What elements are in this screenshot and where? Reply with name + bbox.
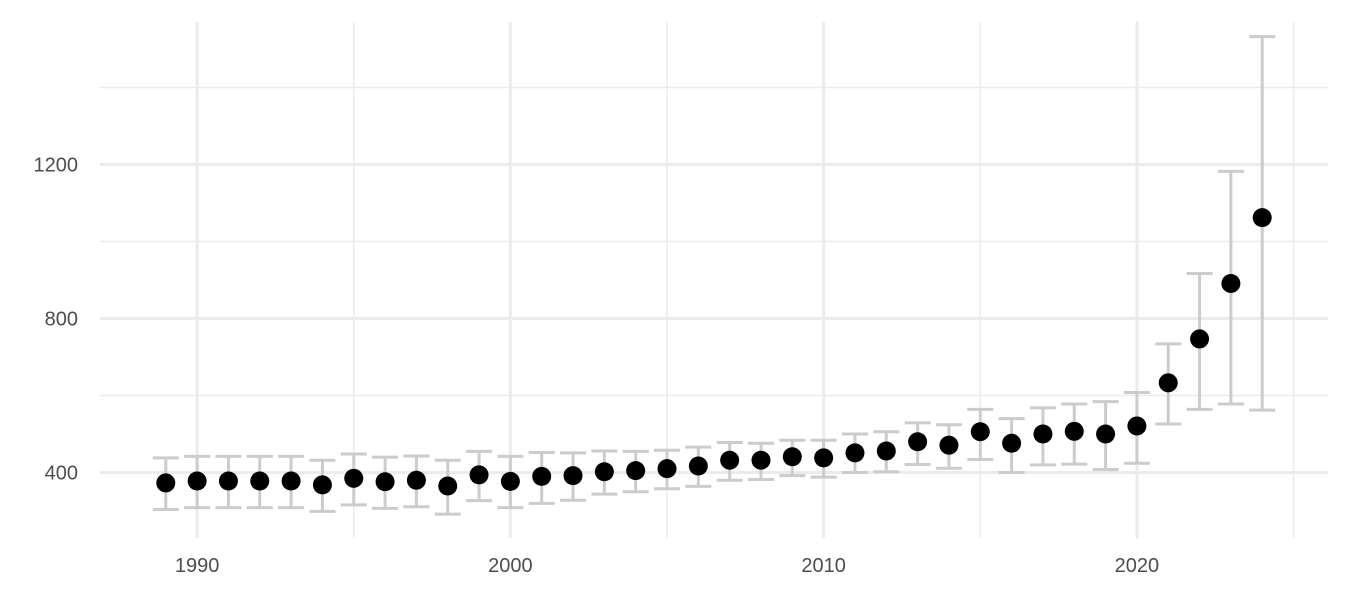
data-point [250, 471, 270, 491]
x-tick-label: 2010 [801, 555, 846, 577]
data-point [1127, 416, 1147, 436]
data-point [1064, 421, 1084, 441]
data-point [218, 471, 238, 491]
data-point [1221, 273, 1241, 293]
data-point [814, 448, 834, 468]
data-point [406, 470, 426, 490]
y-tick-label: 400 [45, 463, 78, 485]
minor-gridlines [100, 22, 1328, 538]
major-gridlines [100, 22, 1328, 538]
data-point [563, 466, 583, 486]
data-point [312, 475, 332, 495]
data-point [657, 459, 677, 479]
data-point [1096, 424, 1116, 444]
data-point [1002, 433, 1022, 453]
data-point [782, 447, 802, 467]
data-point [469, 465, 489, 485]
data-point [751, 450, 771, 470]
data-point [532, 466, 552, 486]
x-tick-label: 1990 [175, 555, 220, 577]
data-point [939, 435, 959, 455]
data-point [500, 471, 520, 491]
data-point [688, 456, 708, 476]
data-point [281, 471, 301, 491]
data-point [876, 441, 896, 461]
data-point [187, 471, 207, 491]
data-point [1252, 208, 1272, 228]
data-point [375, 472, 395, 492]
data-points [156, 208, 1272, 496]
data-point [1033, 424, 1053, 444]
data-point [1158, 373, 1178, 393]
x-tick-label: 2020 [1115, 555, 1160, 577]
data-point [970, 422, 990, 442]
data-point [438, 476, 458, 496]
data-point [845, 443, 865, 463]
data-point [156, 473, 176, 493]
y-tick-label: 800 [45, 309, 78, 331]
data-point [594, 462, 614, 482]
data-point [908, 432, 928, 452]
data-point [1190, 329, 1210, 349]
data-point [720, 450, 740, 470]
y-tick-label: 1200 [34, 154, 79, 176]
y-axis-labels: 400 800 1200 [34, 154, 79, 484]
data-point [626, 461, 646, 481]
data-point [344, 468, 364, 488]
x-axis-labels: 1990 2000 2010 2020 [175, 555, 1159, 577]
x-tick-label: 2000 [488, 555, 533, 577]
